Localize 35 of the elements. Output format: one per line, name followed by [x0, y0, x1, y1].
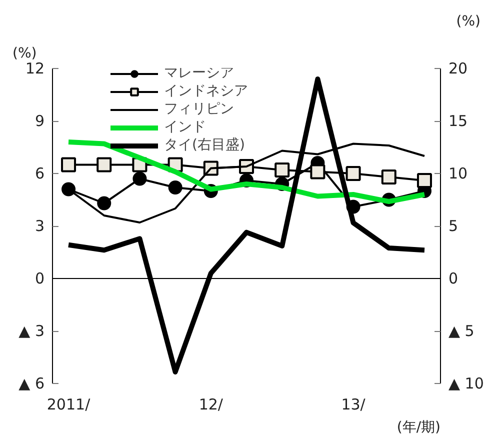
- y-tick-label: 6: [34, 164, 45, 182]
- y2-tick-label: ▲ 5: [448, 322, 474, 340]
- point: [310, 164, 326, 180]
- x-tick-label: 12/: [198, 396, 224, 414]
- y-tick-label: 0: [34, 270, 45, 288]
- point: [346, 166, 361, 181]
- y2-axis-title: (%): [456, 14, 481, 30]
- y2-tick-label: ▲ 10: [448, 374, 484, 392]
- legend-label: インド: [164, 118, 206, 136]
- y2-tick-label: 5: [448, 217, 458, 235]
- point: [416, 173, 432, 188]
- y2-tick-label: 0: [448, 270, 458, 288]
- x-tick-label: 13/: [341, 396, 366, 414]
- y-tick-label: 3: [34, 217, 45, 235]
- point: [61, 157, 76, 172]
- point: [62, 182, 76, 196]
- point: [96, 157, 112, 172]
- y-tick-label: ▲ 6: [18, 374, 45, 392]
- point: [381, 170, 396, 184]
- y-tick-label: ▲ 3: [18, 322, 45, 340]
- x-axis-title: (年/期): [396, 420, 440, 436]
- point: [132, 172, 147, 186]
- y2-tick-label: 15: [448, 112, 468, 130]
- legend-label: タイ(右目盛): [164, 136, 245, 154]
- y2-tick-label: 20: [448, 60, 468, 78]
- y-tick-label: 9: [34, 112, 45, 130]
- y-axis-title: (%): [12, 46, 37, 62]
- y2-tick-label: 10: [448, 164, 468, 182]
- legend-label: インドネシア: [164, 82, 248, 100]
- legend-label: フィリピン: [164, 100, 234, 118]
- point: [168, 180, 182, 194]
- x-tick-label: 2011/: [46, 396, 92, 414]
- point: [274, 162, 290, 178]
- y-tick-label: 12: [25, 60, 45, 78]
- point: [97, 196, 112, 210]
